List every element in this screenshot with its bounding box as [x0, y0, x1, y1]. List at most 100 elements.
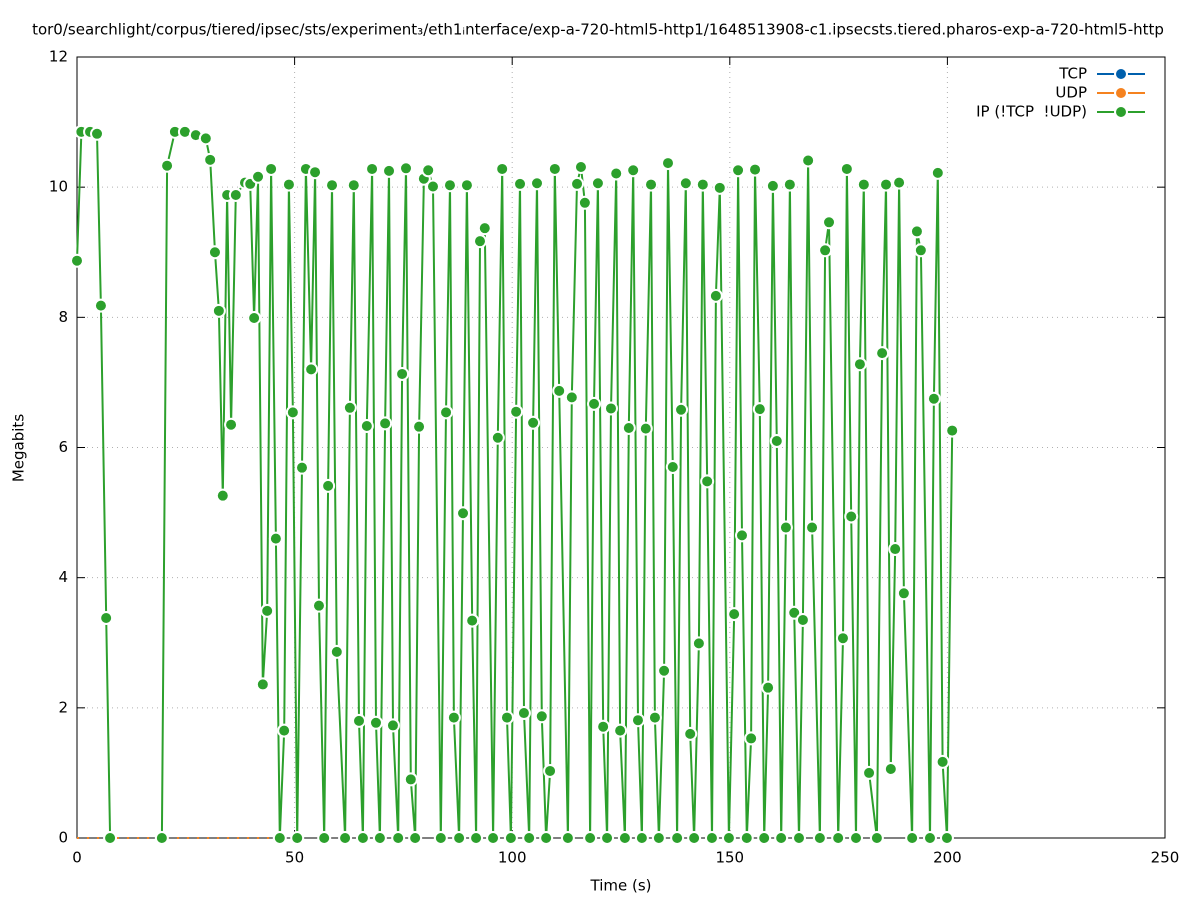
data-point [465, 613, 480, 628]
data-point [338, 831, 353, 845]
data-point [329, 644, 344, 659]
data-point [560, 831, 575, 845]
data-point [862, 765, 877, 780]
data-point [683, 726, 698, 741]
y-tick-label: 6 [58, 438, 68, 456]
data-point [888, 542, 903, 557]
data-point [321, 478, 336, 493]
x-tick-label: 150 [715, 849, 744, 867]
data-point [403, 772, 418, 787]
data-point [856, 177, 871, 192]
data-point [613, 723, 628, 738]
data-point [849, 831, 864, 845]
data-point [564, 390, 579, 405]
chart-title: tor0/searchlight/corpus/tiered/ipsec/sts… [32, 21, 1164, 39]
data-point [634, 831, 649, 845]
data-point [285, 405, 300, 420]
data-point [486, 831, 501, 845]
data-point [704, 831, 719, 845]
data-point [600, 831, 615, 845]
data-point [215, 488, 230, 503]
data-point [805, 520, 820, 535]
data-point [909, 224, 924, 239]
data-point [665, 460, 680, 475]
data-point [892, 175, 907, 190]
x-tick-label: 200 [933, 849, 962, 867]
data-point [757, 831, 772, 845]
data-point [342, 400, 357, 415]
data-point [499, 710, 514, 725]
data-point [203, 152, 218, 167]
data-point [311, 598, 326, 613]
data-point [547, 161, 562, 176]
x-tick-label: 250 [1151, 849, 1180, 867]
x-tick-label: 100 [498, 849, 527, 867]
data-point [509, 404, 524, 419]
data-point [769, 433, 784, 448]
data-point [590, 176, 605, 191]
legend-label: TCP [1058, 65, 1087, 83]
data-point [268, 531, 283, 546]
data-point [678, 176, 693, 191]
data-point [727, 607, 742, 622]
data-point [251, 169, 266, 184]
data-point [154, 831, 169, 845]
data-point [93, 298, 108, 313]
data-point [930, 165, 945, 180]
data-point [446, 710, 461, 725]
y-tick-label: 12 [49, 48, 68, 66]
data-point [945, 423, 960, 438]
data-point [687, 831, 702, 845]
data-point [647, 710, 662, 725]
data-point [543, 763, 558, 778]
data-point [609, 166, 624, 181]
data-point [433, 831, 448, 845]
data-point [355, 831, 370, 845]
data-point [831, 831, 846, 845]
data-point [587, 396, 602, 411]
data-point [761, 680, 776, 695]
data-point [99, 611, 114, 626]
data-point [708, 288, 723, 303]
data-point [503, 831, 518, 845]
y-tick-label: 8 [58, 308, 68, 326]
data-point [700, 474, 715, 489]
data-point [421, 163, 436, 178]
data-point [372, 831, 387, 845]
data-point [744, 731, 759, 746]
data-point [795, 612, 810, 627]
data-point [211, 303, 226, 318]
data-point [812, 831, 827, 845]
data-point [670, 831, 685, 845]
data-point [721, 831, 736, 845]
data-point [456, 506, 471, 521]
data-point [570, 176, 585, 191]
y-axis-label: Megabits [10, 414, 28, 482]
legend-label: UDP [1055, 84, 1087, 102]
legend-label: IP (!TCP !UDP) [976, 103, 1087, 121]
data-point [539, 831, 554, 845]
data-point [879, 177, 894, 192]
data-point [260, 603, 275, 618]
data-point [926, 391, 941, 406]
data-point [317, 831, 332, 845]
y-tick-label: 2 [58, 698, 68, 716]
data-point [852, 357, 867, 372]
legend-marker [1114, 86, 1128, 100]
data-point [207, 245, 222, 260]
data-point [385, 718, 400, 733]
data-point [621, 420, 636, 435]
data-point [883, 762, 898, 777]
data-point [477, 221, 492, 236]
data-point [425, 179, 440, 194]
x-tick-label: 50 [285, 849, 304, 867]
data-point [294, 460, 309, 475]
y-tick-label: 4 [58, 568, 68, 586]
data-point [765, 178, 780, 193]
data-point [304, 362, 319, 377]
data-point [801, 153, 816, 168]
data-point [752, 402, 767, 417]
data-point [905, 831, 920, 845]
